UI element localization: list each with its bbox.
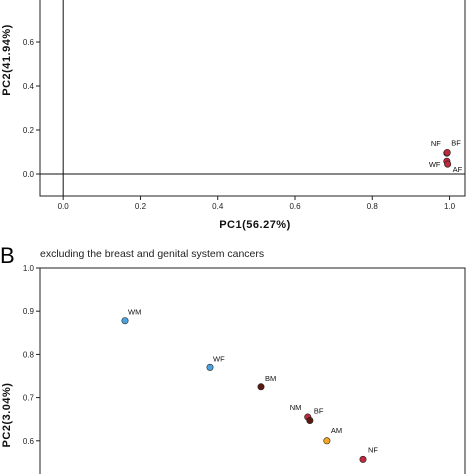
panel-a-y-tick-label: 0.0 [23, 170, 35, 179]
panel-b-subtitle: excluding the breast and genital system … [40, 248, 264, 260]
panel-a-x-tick-label: 1.0 [444, 202, 456, 211]
panel-b-point-wm [121, 317, 129, 325]
panel-b-point-label: NF [368, 445, 378, 454]
panel-b-point-label: BF [314, 406, 324, 415]
panel-a-plot: 0.0 0.2 0.4 0.6 0.8 1.0 0.0 0.2 0.4 0.6 NF BF WF AF… [1, 0, 466, 231]
panel-b-y-tick-label: 0.6 [23, 437, 35, 446]
panel-a-y-ticks: 0.0 0.2 0.4 0.6 [23, 38, 40, 179]
panel-a-plot-frame [39, 0, 466, 197]
panel-a-x-tick-label: 0.6 [289, 202, 301, 211]
panel-b-plot-frame [39, 267, 466, 474]
panel-a-point-label: WF [429, 160, 441, 169]
panel-a-points: NF BF WF AF [429, 138, 463, 174]
panel-a-y-axis-label: PC2(41.94%) [1, 24, 13, 96]
panel-b-point-wf [206, 363, 214, 371]
panel-b-y-tick-label: 1.0 [23, 264, 35, 273]
panel-a-point-label: BF [451, 138, 461, 147]
panel-a-x-ticks: 0.0 0.2 0.4 0.6 0.8 1.0 [58, 196, 456, 211]
panel-b-y-tick-label: 0.7 [23, 394, 35, 403]
panel-b-y-tick-label: 0.8 [23, 350, 35, 359]
panel-b-point-label: WM [128, 308, 141, 317]
panel-a-point-label: NF [431, 139, 441, 148]
panel-b-point-label: NM [290, 403, 302, 412]
panel-a-point-bf [443, 148, 451, 156]
panel-b-point-label: AM [331, 426, 342, 435]
panel-b-y-ticks: 0.6 0.7 0.8 0.9 1.0 [23, 264, 40, 446]
panel-b-points: WM WF BM NM BF AM NF [121, 308, 378, 463]
panel-a-point-label: AF [453, 165, 463, 174]
panel-b-point-bm [257, 383, 265, 391]
panel-b-y-tick-label: 0.9 [23, 307, 35, 316]
panel-a-x-tick-label: 0.4 [212, 202, 224, 211]
panel-b-letter: B [0, 243, 15, 268]
panel-b-point-bf [306, 416, 314, 424]
panel-a-y-tick-label: 0.6 [23, 38, 35, 47]
panel-a-y-tick-label: 0.2 [23, 126, 35, 135]
panel-a-x-axis-label: PC1(56.27%) [219, 219, 291, 231]
panel-b-point-label: BM [265, 374, 276, 383]
panel-a-point-af [444, 160, 452, 168]
panel-b-point-nf [359, 455, 367, 463]
panel-a-x-tick-label: 0.8 [367, 202, 379, 211]
panel-b-point-am [323, 437, 331, 445]
panel-a-x-tick-label: 0.0 [58, 202, 70, 211]
panel-a-x-tick-label: 0.2 [135, 202, 147, 211]
panel-b-y-axis-label: PC2(3.04%) [1, 383, 13, 448]
panel-a-y-tick-label: 0.4 [23, 82, 35, 91]
panel-b-plot: B excluding the breast and genital syste… [0, 243, 466, 474]
panel-b-point-label: WF [213, 354, 225, 363]
